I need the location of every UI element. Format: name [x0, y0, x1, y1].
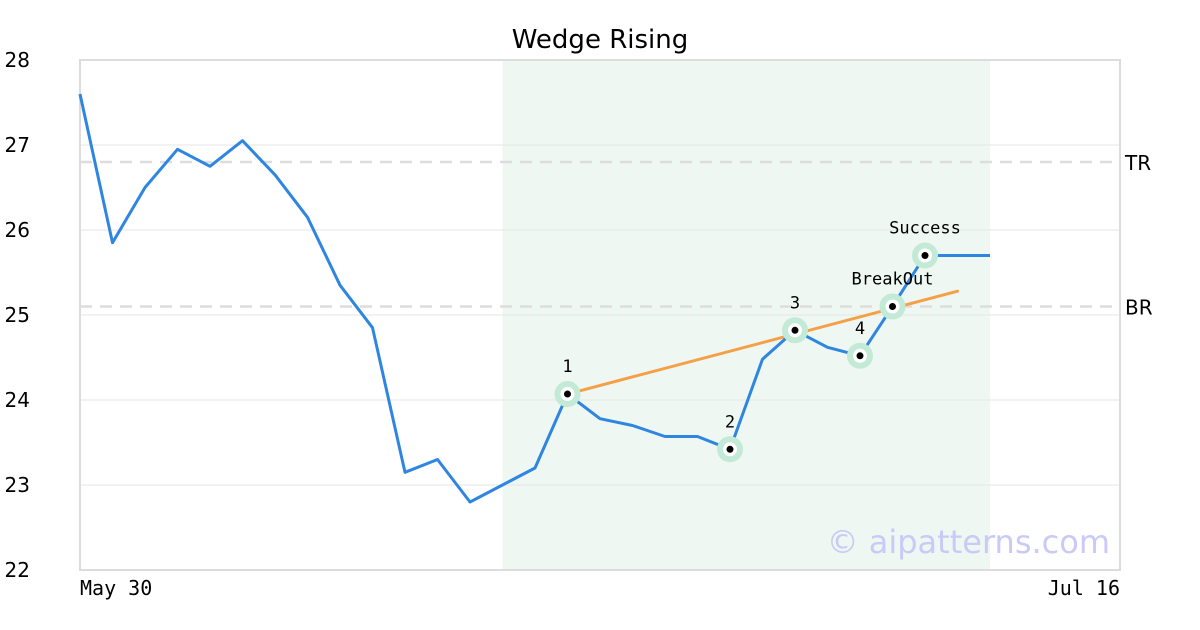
level-label: BR: [1125, 296, 1153, 320]
pattern-marker-dot: [791, 326, 799, 334]
pattern-marker-dot: [726, 445, 734, 453]
gridlines: [80, 144, 1120, 486]
pattern-marker-dot: [564, 390, 571, 398]
pattern-point-label: BreakOut: [852, 270, 934, 290]
pattern-point-label: 1: [562, 357, 572, 377]
pattern-marker-dot: [856, 352, 864, 360]
price-series: [78, 93, 990, 504]
y-tick-label: 25: [5, 303, 30, 327]
pattern-point-label: 4: [855, 319, 865, 339]
y-tick-label: 23: [5, 473, 30, 497]
watermark: © aipatterns.com: [827, 523, 1110, 561]
y-tick-label: 26: [5, 218, 30, 242]
plot-frame: [79, 59, 1121, 571]
pattern-point-label: Success: [889, 219, 961, 239]
pattern-marker-dot: [921, 252, 929, 259]
y-tick-label: 28: [5, 48, 30, 72]
x-tick-label: Jul 16: [1048, 576, 1120, 600]
pattern-marker-dot: [889, 303, 896, 310]
y-axis-ticks: 22 23 24 25 26 27 28: [5, 48, 30, 582]
horizontal-levels: TR BR: [80, 151, 1153, 320]
price-line: [78, 93, 990, 504]
pattern-point-label: 2: [725, 412, 735, 432]
y-tick-label: 24: [5, 388, 30, 412]
chart-title: Wedge Rising: [512, 25, 689, 55]
x-tick-label: May 30: [80, 576, 152, 600]
pattern-points: 1 2 3 4 BreakOut Success: [554, 219, 961, 463]
pattern-point-label: 3: [790, 293, 800, 313]
y-tick-label: 27: [5, 133, 30, 157]
x-axis-ticks: May 30 Jul 16: [80, 576, 1120, 600]
level-label: TR: [1124, 151, 1151, 175]
y-tick-label: 22: [5, 558, 30, 582]
